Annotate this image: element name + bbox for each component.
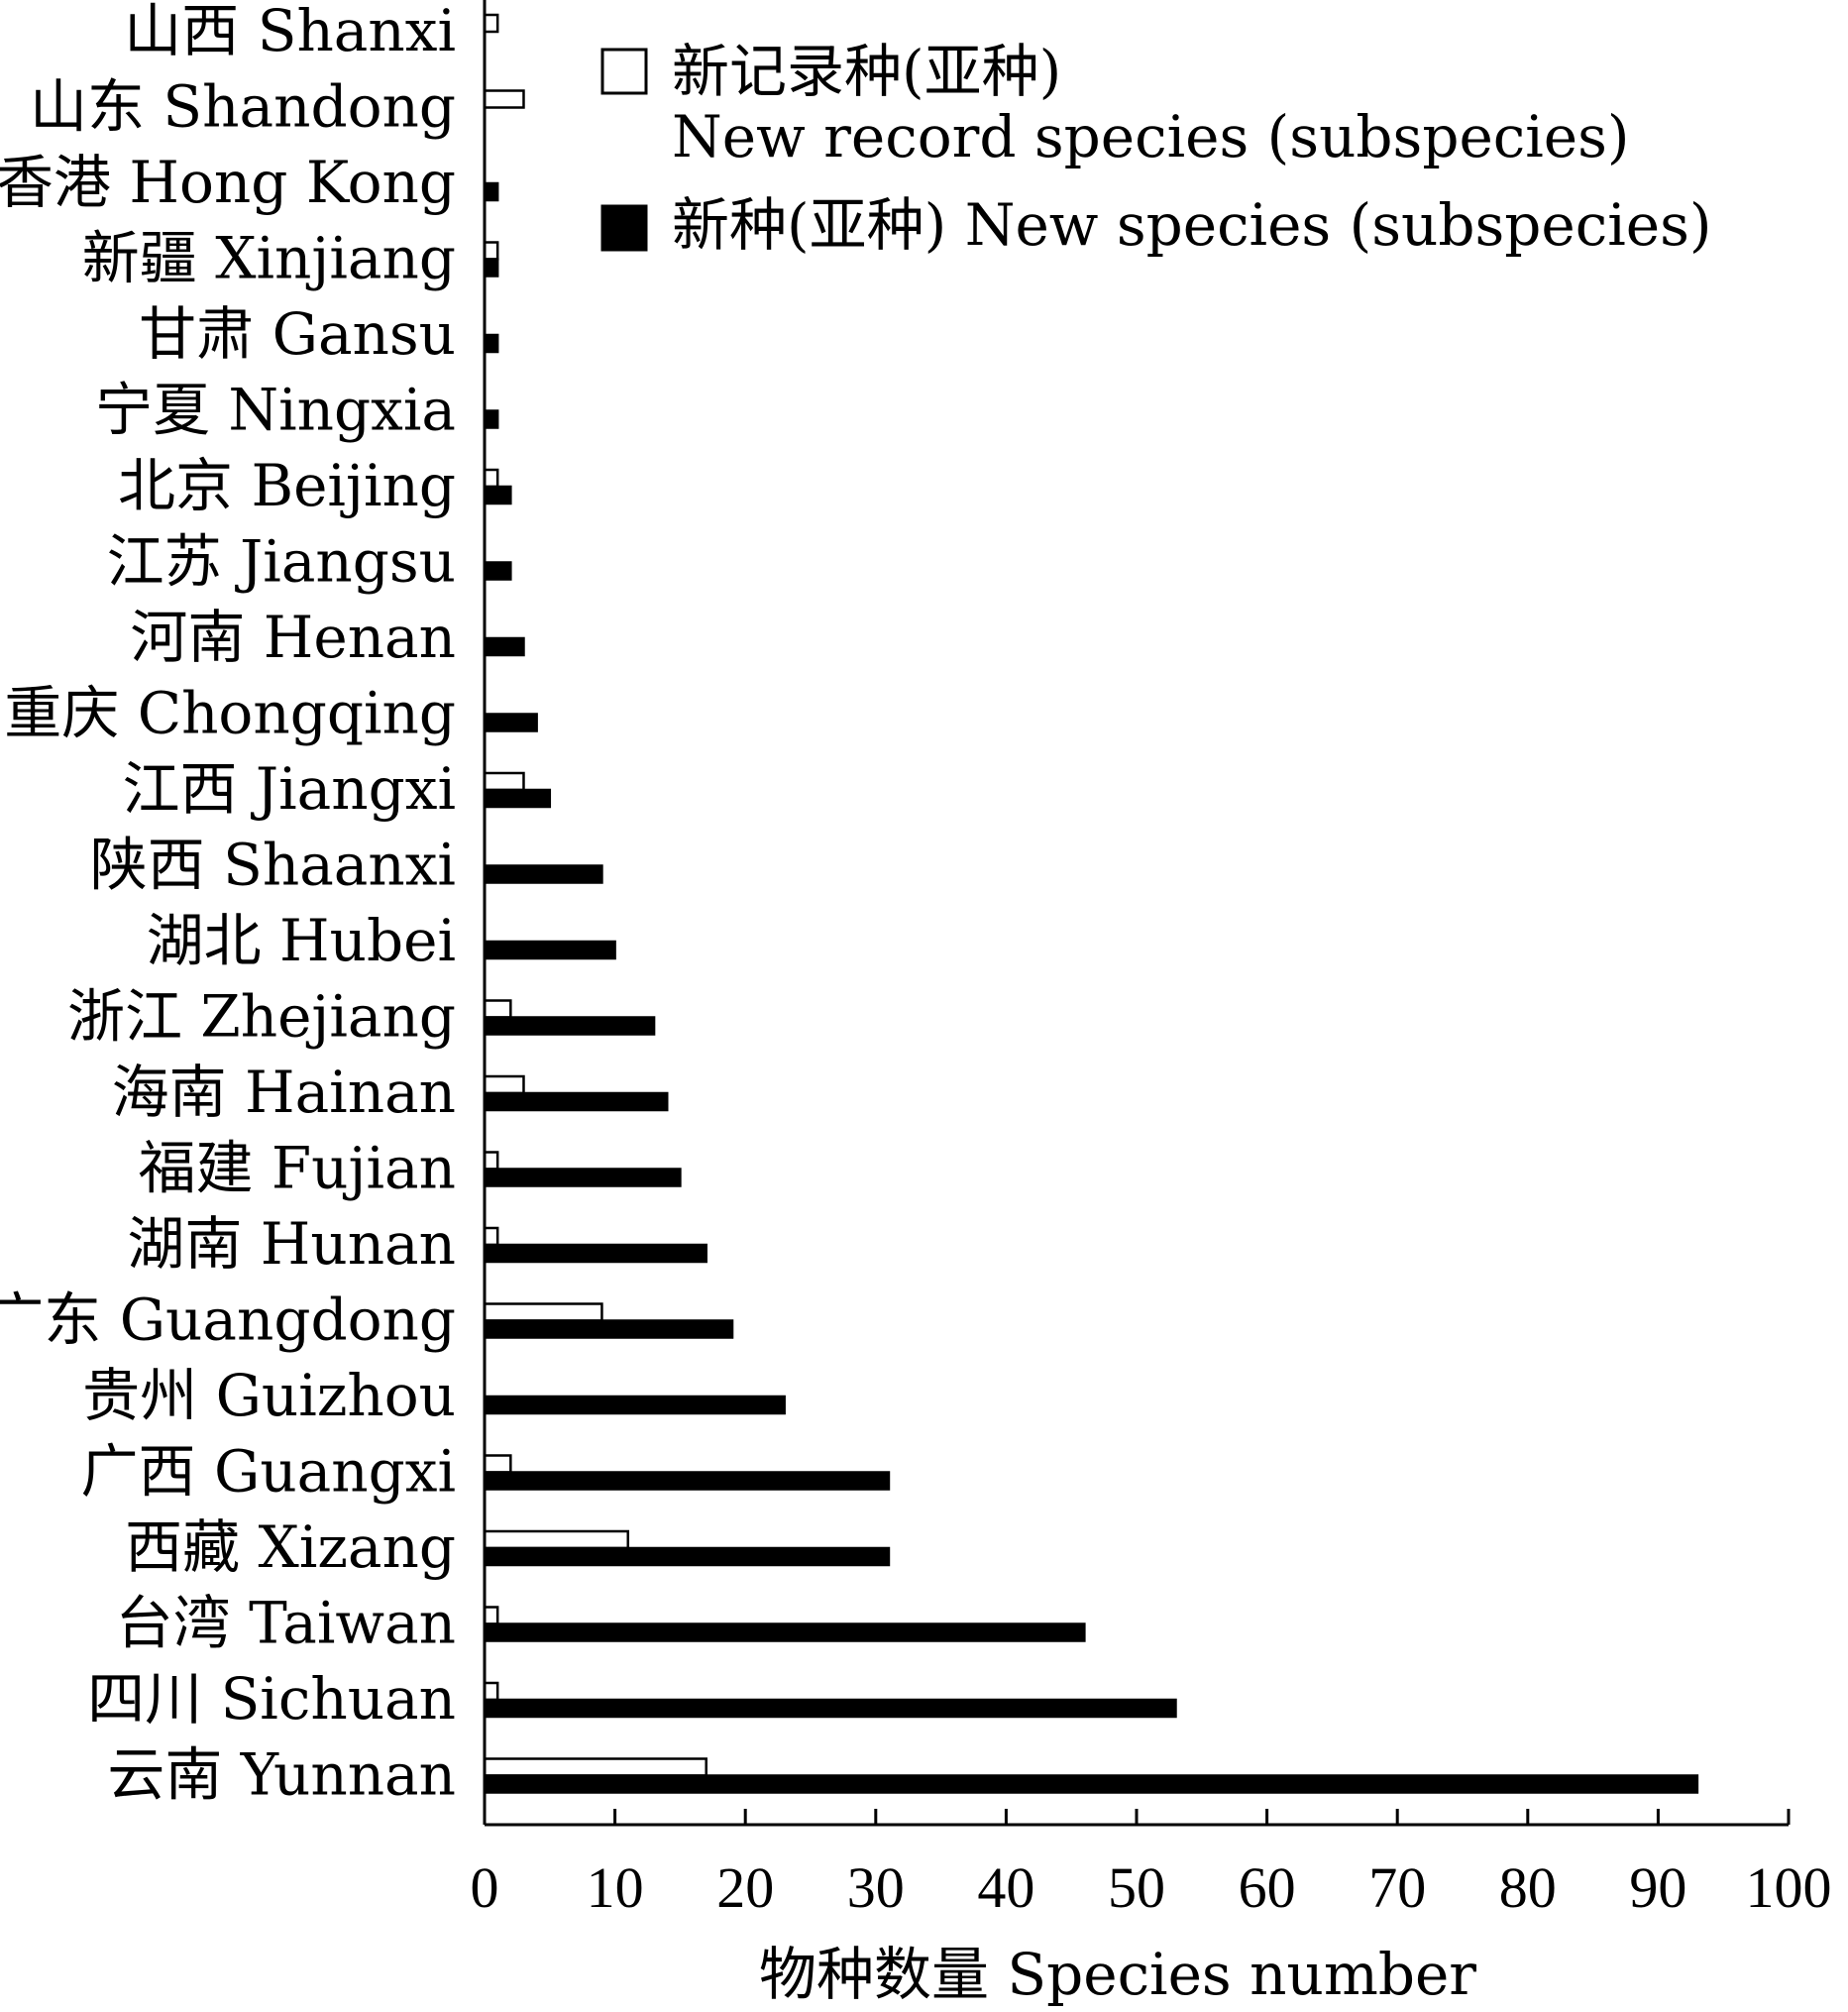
category-label: 台湾 Taiwan	[116, 1590, 456, 1657]
category-label: 北京 Beijing	[118, 452, 456, 519]
bar-new-species	[483, 713, 538, 732]
category-label: 西藏 Xizang	[125, 1513, 456, 1581]
bar-new-species	[483, 636, 525, 657]
bar-new-species	[483, 864, 603, 884]
category-label: 山西 Shanxi	[124, 0, 456, 64]
bar-new-record	[483, 1757, 707, 1777]
category-label: 福建 Fujian	[138, 1135, 456, 1202]
bar-new-species	[483, 181, 499, 202]
bar-new-record	[483, 1454, 512, 1474]
bar-new-species	[483, 1774, 1699, 1794]
legend-swatch	[600, 204, 648, 252]
x-tick-label: 100	[1746, 1855, 1832, 1920]
category-label: 重庆 Chongqing	[4, 680, 456, 747]
category-labels: 山西 Shanxi 山东 Shandong 香港 Hong Kong 新疆 Xinji…	[0, 0, 456, 1809]
category-label: 广西 Guangxi	[81, 1438, 456, 1506]
category-label: 湖北 Hubei	[147, 907, 456, 974]
legend-swatch	[600, 48, 648, 95]
legend-label: 新记录种(亚种)	[672, 38, 1061, 105]
bar-new-species	[483, 1698, 1177, 1719]
category-label: 江苏 Jiangsu	[107, 528, 456, 596]
x-tick-label: 70	[1368, 1855, 1426, 1920]
category-label: 广东 Guangdong	[0, 1286, 456, 1354]
bar-new-record	[483, 1606, 499, 1625]
legend: 新记录种(亚种)New record species (subspecies) 新…	[600, 38, 1711, 259]
bar-new-record	[483, 771, 525, 792]
bar-new-record	[483, 1151, 499, 1171]
bar-new-record	[483, 241, 499, 261]
category-label: 湖南 Hunan	[127, 1210, 456, 1278]
bar-new-species	[483, 485, 512, 505]
x-tick-label: 40	[977, 1855, 1034, 1920]
category-label: 陕西 Shaanxi	[90, 832, 456, 899]
x-tick-label: 50	[1108, 1855, 1165, 1920]
bar-new-species	[483, 258, 499, 278]
bar-new-species	[483, 1319, 734, 1339]
category-label: 浙江 Zhejiang	[67, 983, 456, 1051]
legend-label: 新种(亚种) New species (subspecies)	[672, 191, 1711, 259]
category-label: 海南 Hainan	[112, 1059, 456, 1126]
bar-new-record	[483, 1074, 525, 1095]
bar-new-record	[483, 1529, 630, 1550]
x-tick-label: 10	[587, 1855, 644, 1920]
category-label: 贵州 Guizhou	[82, 1362, 456, 1429]
bar-new-record	[483, 1681, 499, 1702]
x-tick-label: 0	[471, 1855, 499, 1920]
bar-new-species	[483, 940, 616, 960]
bars-group	[483, 13, 1699, 1794]
bar-new-species	[483, 1622, 1086, 1642]
bar-new-species	[483, 1091, 669, 1112]
bar-new-species	[483, 1243, 707, 1264]
bar-new-species	[483, 1471, 891, 1491]
category-label: 甘肃 Gansu	[139, 300, 456, 368]
x-tick-label: 20	[716, 1855, 774, 1920]
x-tick-label: 30	[847, 1855, 905, 1920]
bar-new-species	[483, 409, 499, 429]
bar-new-record	[483, 13, 499, 34]
category-label: 山东 Shandong	[30, 73, 456, 141]
bar-new-record	[483, 89, 525, 109]
bar-new-record	[483, 999, 512, 1019]
x-tick-label: 90	[1629, 1855, 1686, 1920]
category-label: 河南 Henan	[130, 604, 456, 671]
bar-new-record	[483, 1302, 603, 1322]
category-label: 云南 Yunnan	[107, 1741, 456, 1809]
category-label: 四川 Sichuan	[87, 1665, 456, 1733]
category-label: 香港 Hong Kong	[0, 149, 456, 216]
x-axis-title: 物种数量 Species number	[759, 1941, 1476, 2008]
category-label: 新疆 Xinjiang	[82, 225, 456, 292]
bar-new-record	[483, 1226, 499, 1247]
bar-new-species	[483, 1168, 682, 1187]
bar-new-species	[483, 1016, 656, 1036]
bar-new-record	[483, 468, 499, 489]
category-label: 江西 Jiangxi	[122, 755, 456, 823]
legend-label: New record species (subspecies)	[672, 103, 1630, 170]
bar-new-species	[483, 1546, 891, 1567]
bar-new-species	[483, 333, 499, 354]
bar-new-species	[483, 1395, 786, 1415]
x-tick-label: 80	[1499, 1855, 1557, 1920]
x-ticks: 0 10 20 30 40 50 60 70 80 90 100	[471, 1809, 1832, 1920]
x-tick-label: 60	[1239, 1855, 1296, 1920]
bar-new-species	[483, 788, 552, 809]
bar-new-species	[483, 561, 512, 581]
category-label: 宁夏 Ningxia	[95, 377, 456, 444]
